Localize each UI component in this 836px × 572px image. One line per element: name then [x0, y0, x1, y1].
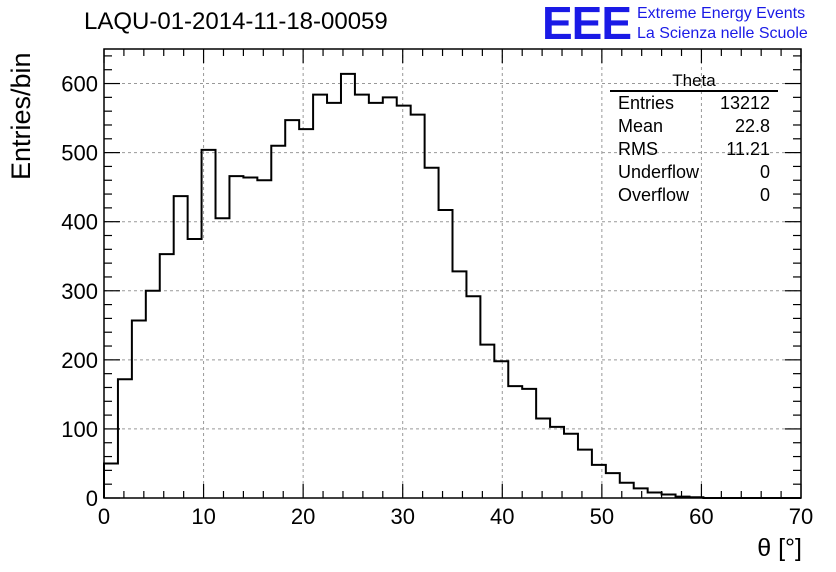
stats-row-overflow: Overflow 0: [610, 184, 778, 207]
chart-title: LAQU-01-2014-11-18-00059: [84, 8, 388, 35]
histogram-bin: [508, 386, 522, 498]
stats-row-entries: Entries 13212: [610, 92, 778, 115]
histogram-bin: [369, 103, 383, 498]
histogram-bin: [285, 120, 299, 498]
y-tick-label: 300: [61, 279, 98, 304]
histogram-bin: [425, 168, 439, 498]
logo-subtitle-1: Extreme Energy Events: [637, 5, 806, 22]
stats-label: Entries: [618, 93, 675, 113]
stats-label: Underflow: [618, 162, 700, 182]
y-tick-label: 100: [61, 417, 98, 442]
plot-frame: [103, 48, 802, 499]
histogram-bin: [536, 419, 550, 498]
histogram-bin: [564, 434, 578, 498]
histogram-series: [103, 72, 801, 499]
stats-value: 0: [759, 162, 770, 182]
stats-value: 13212: [719, 93, 770, 113]
stats-row-mean: Mean 22.8: [610, 115, 778, 138]
x-tick-label: 50: [590, 504, 614, 529]
x-tick-label: 30: [390, 504, 414, 529]
histogram-bin: [341, 74, 355, 498]
stats-label: Mean: [618, 116, 664, 136]
histogram-bin: [132, 320, 146, 498]
stats-row-underflow: Underflow 0: [610, 161, 778, 184]
x-tick-label: 10: [191, 504, 215, 529]
axis-ticks: [103, 49, 802, 499]
histogram-bin: [453, 271, 467, 498]
stats-value: 11.21: [726, 139, 770, 159]
histogram-bin: [355, 95, 369, 498]
stats-label: RMS: [618, 139, 658, 159]
histogram-bin: [216, 218, 230, 498]
histogram-bin: [480, 345, 494, 498]
y-tick-label: 600: [61, 72, 98, 97]
stats-value: 0: [759, 185, 770, 205]
y-tick-label: 500: [61, 141, 98, 166]
x-tick-label: 60: [689, 504, 713, 529]
histogram-bin: [299, 129, 313, 498]
eee-logo: EEE: [542, 0, 632, 49]
axis-tick-labels: 0 10 20 30 40 50 60 70 0 100 200 300 400 500 600: [61, 72, 813, 529]
histogram-bin: [118, 379, 132, 498]
histogram-bin: [271, 146, 285, 498]
histogram-bin: [257, 180, 271, 498]
histogram-bin: [313, 95, 327, 498]
histogram-bin: [466, 296, 480, 498]
histogram-bin: [174, 196, 188, 498]
histogram-bin: [229, 176, 243, 498]
stats-label: Overflow: [618, 185, 690, 205]
x-tick-label: 40: [490, 504, 514, 529]
stats-value: 22.8: [734, 116, 770, 136]
histogram-bin: [606, 473, 620, 498]
stats-row-rms: RMS 11.21: [610, 138, 778, 161]
stats-box: Theta Entries 13212 Mean 22.8 RMS 11.21 …: [610, 72, 778, 207]
x-axis-label: θ [°]: [757, 534, 802, 562]
histogram-bin: [188, 239, 202, 498]
histogram-bin: [243, 177, 257, 498]
histogram-line: [103, 72, 801, 499]
histogram-bin: [411, 115, 425, 498]
y-axis-label: Entries/bin: [6, 52, 36, 180]
histogram-bin: [104, 463, 118, 498]
x-tick-label: 0: [98, 504, 110, 529]
histogram-bin: [522, 389, 536, 498]
logo-subtitle-2: La Scienza nelle Scuole: [637, 25, 808, 42]
histogram-bin: [592, 465, 606, 498]
histogram-bin: [327, 103, 341, 498]
histogram-bin: [550, 427, 564, 498]
histogram-bin: [494, 361, 508, 498]
histogram-bin: [146, 291, 160, 498]
histogram-bin: [634, 488, 648, 498]
y-axis-label-wrap: Entries/bin: [6, 52, 36, 190]
histogram-bin: [383, 97, 397, 498]
stats-title: Theta: [610, 72, 778, 92]
y-tick-label: 0: [86, 486, 98, 511]
histogram-bin: [397, 106, 411, 498]
histogram-bin: [439, 210, 453, 498]
y-tick-label: 400: [61, 210, 98, 235]
histogram-bin: [578, 450, 592, 498]
x-tick-label: 20: [291, 504, 315, 529]
y-tick-label: 200: [61, 348, 98, 373]
x-tick-label: 70: [789, 504, 813, 529]
